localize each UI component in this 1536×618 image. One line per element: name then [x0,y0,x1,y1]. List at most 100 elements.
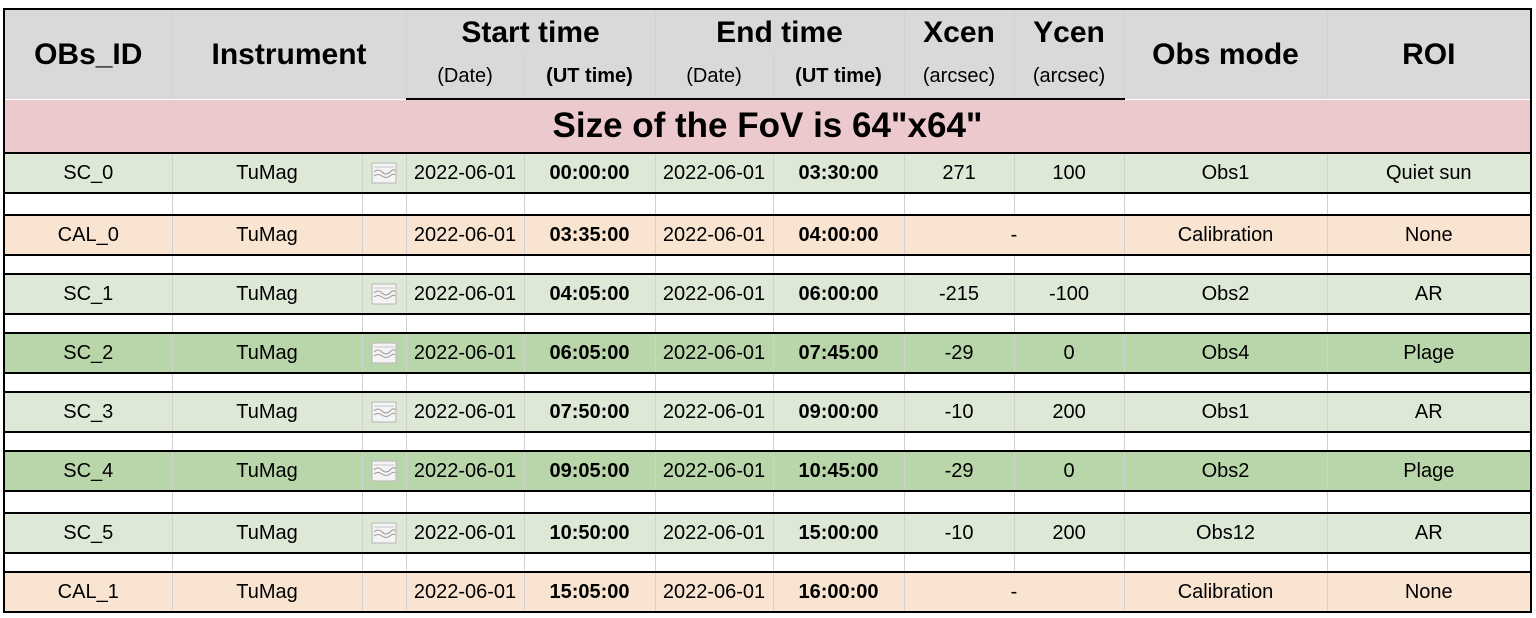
cell-obs-mode[interactable]: Calibration [1123,215,1328,256]
cell-obs-id[interactable]: SC_3 [3,392,173,433]
cell-roi[interactable]: None [1326,572,1533,613]
spacer-cell[interactable] [523,373,656,393]
cell-image[interactable] [361,451,407,492]
cell-start-time[interactable]: 09:05:00 [523,451,656,492]
spacer-cell[interactable] [1326,432,1533,452]
cell-start-date[interactable]: 2022-06-01 [405,274,525,315]
cell-start-date[interactable]: 2022-06-01 [405,153,525,194]
cell-image[interactable] [361,153,407,194]
spacer-cell[interactable] [1013,255,1125,275]
spacer-cell[interactable] [1123,314,1328,334]
cell-obs-id[interactable]: CAL_0 [3,215,173,256]
cell-ycen[interactable]: 200 [1013,513,1125,554]
spacer-cell[interactable] [1013,373,1125,393]
fov-banner[interactable]: Size of the FoV is 64"x64" [2,99,1533,154]
spacer-cell[interactable] [405,553,525,573]
cell-xcen[interactable]: -215 [903,274,1015,315]
spacer-cell[interactable] [772,432,905,452]
spacer-cell[interactable] [1326,373,1533,393]
cell-roi[interactable]: None [1326,215,1533,256]
cell-end-time[interactable]: 16:00:00 [772,572,905,613]
cell-ycen[interactable]: -100 [1013,274,1125,315]
cell-xcen[interactable]: 271 [903,153,1015,194]
spacer-cell[interactable] [361,255,407,275]
spacer-cell[interactable] [654,314,774,334]
header-end-time[interactable]: End time [654,8,905,55]
spacer-cell[interactable] [405,314,525,334]
cell-obs-mode[interactable]: Obs1 [1123,392,1328,433]
spacer-cell[interactable] [171,432,363,452]
cell-end-date[interactable]: 2022-06-01 [654,274,774,315]
cell-xcen[interactable]: -29 [903,333,1015,374]
cell-center[interactable]: - [903,215,1125,256]
cell-instrument[interactable]: TuMag [171,274,363,315]
cell-image[interactable] [361,333,407,374]
spacer-cell[interactable] [405,432,525,452]
cell-instrument[interactable]: TuMag [171,392,363,433]
spacer-cell[interactable] [3,491,173,514]
spacer-cell[interactable] [903,491,1015,514]
header-start-ut-sub[interactable]: (UT time) [523,55,656,100]
spacer-cell[interactable] [523,193,656,216]
spacer-cell[interactable] [361,432,407,452]
cell-start-time[interactable]: 00:00:00 [523,153,656,194]
cell-obs-id[interactable]: SC_5 [3,513,173,554]
cell-instrument[interactable]: TuMag [171,451,363,492]
cell-start-date[interactable]: 2022-06-01 [405,333,525,374]
cell-end-time[interactable]: 09:00:00 [772,392,905,433]
cell-roi[interactable]: Plage [1326,333,1533,374]
spacer-cell[interactable] [171,314,363,334]
cell-end-date[interactable]: 2022-06-01 [654,215,774,256]
cell-start-time[interactable]: 10:50:00 [523,513,656,554]
spacer-cell[interactable] [1123,193,1328,216]
cell-image[interactable] [361,572,407,613]
header-start-date-sub[interactable]: (Date) [405,55,525,100]
spacer-cell[interactable] [1013,432,1125,452]
cell-obs-id[interactable]: SC_1 [3,274,173,315]
spacer-cell[interactable] [1326,314,1533,334]
spacer-cell[interactable] [171,553,363,573]
cell-image[interactable] [361,215,407,256]
header-start-time[interactable]: Start time [405,8,656,55]
cell-ycen[interactable]: 200 [1013,392,1125,433]
spacer-cell[interactable] [523,491,656,514]
cell-instrument[interactable]: TuMag [171,572,363,613]
spacer-cell[interactable] [1013,314,1125,334]
header-obs-id[interactable]: OBs_ID [3,8,173,99]
spacer-cell[interactable] [1013,553,1125,573]
spacer-cell[interactable] [772,373,905,393]
cell-end-time[interactable]: 15:00:00 [772,513,905,554]
cell-obs-id[interactable]: SC_0 [3,153,173,194]
cell-roi[interactable]: Quiet sun [1326,153,1533,194]
cell-obs-mode[interactable]: Calibration [1123,572,1328,613]
header-ycen-sub[interactable]: (arcsec) [1013,55,1125,100]
cell-ycen[interactable]: 0 [1013,333,1125,374]
spacer-cell[interactable] [171,193,363,216]
cell-obs-id[interactable]: SC_2 [3,333,173,374]
spacer-cell[interactable] [3,193,173,216]
spacer-cell[interactable] [654,432,774,452]
spacer-cell[interactable] [171,373,363,393]
spacer-cell[interactable] [3,255,173,275]
cell-end-date[interactable]: 2022-06-01 [654,153,774,194]
cell-obs-id[interactable]: SC_4 [3,451,173,492]
spacer-cell[interactable] [903,314,1015,334]
spacer-cell[interactable] [1326,491,1533,514]
spacer-cell[interactable] [654,255,774,275]
spacer-cell[interactable] [1326,255,1533,275]
header-xcen[interactable]: Xcen [903,8,1015,55]
cell-end-date[interactable]: 2022-06-01 [654,572,774,613]
cell-image[interactable] [361,513,407,554]
spacer-cell[interactable] [171,491,363,514]
spacer-cell[interactable] [1123,491,1328,514]
cell-end-date[interactable]: 2022-06-01 [654,513,774,554]
spacer-cell[interactable] [523,553,656,573]
spacer-cell[interactable] [3,432,173,452]
cell-roi[interactable]: AR [1326,513,1533,554]
cell-start-date[interactable]: 2022-06-01 [405,513,525,554]
spacer-cell[interactable] [1013,193,1125,216]
spacer-cell[interactable] [171,255,363,275]
spacer-cell[interactable] [903,373,1015,393]
cell-image[interactable] [361,274,407,315]
cell-ycen[interactable]: 0 [1013,451,1125,492]
